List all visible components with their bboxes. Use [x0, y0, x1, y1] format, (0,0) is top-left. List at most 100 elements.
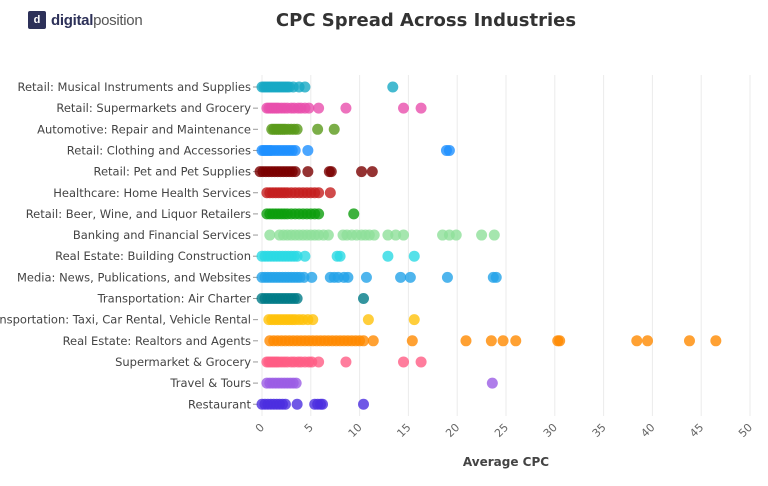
data-point [485, 335, 497, 347]
logo-brand-light: position [93, 11, 143, 29]
data-point [313, 187, 325, 199]
data-point [299, 250, 311, 262]
data-point [408, 250, 420, 262]
data-point [415, 102, 427, 114]
data-point [710, 335, 722, 347]
data-point [490, 271, 502, 283]
data-point [342, 271, 354, 283]
category-label: Retail: Clothing and Accessories [67, 143, 251, 157]
x-tick-label: 20 [443, 421, 462, 440]
data-point [322, 229, 334, 241]
data-point [313, 208, 325, 220]
data-point [313, 356, 325, 368]
data-point [290, 377, 302, 389]
data-point [368, 229, 380, 241]
data-point [298, 271, 310, 283]
data-point [408, 314, 420, 326]
category-label: Automotive: Repair and Maintenance [37, 122, 251, 136]
data-point [299, 81, 311, 93]
data-point [289, 144, 301, 156]
x-tick-label: 0 [253, 421, 267, 435]
data-point [366, 166, 378, 178]
data-point [358, 398, 370, 410]
category-label: Real Estate: Building Construction [55, 249, 251, 263]
data-point [390, 229, 402, 241]
data-point [279, 398, 291, 410]
category-label: Banking and Financial Services [73, 228, 251, 242]
data-point [510, 335, 522, 347]
data-point [683, 335, 695, 347]
category-label: Restaurant [188, 397, 251, 411]
data-point [328, 123, 340, 135]
category-label: Retail: Supermarkets and Grocery [56, 101, 251, 115]
x-axis-label: Average CPC [463, 455, 549, 469]
data-point [358, 293, 370, 304]
data-point [476, 229, 488, 241]
data-point [264, 229, 276, 241]
data-point [302, 166, 314, 178]
data-point [488, 229, 500, 241]
data-point [382, 250, 394, 262]
data-point [306, 271, 318, 283]
logo-brand-bold: digital [51, 11, 94, 29]
category-label: Real Estate: Realtors and Agents [63, 334, 251, 348]
data-point [398, 229, 410, 241]
data-point [356, 166, 368, 178]
data-point [631, 335, 643, 347]
x-tick-label: 15 [394, 421, 413, 440]
data-point [291, 123, 303, 135]
data-point [312, 123, 324, 135]
data-point [382, 229, 394, 241]
data-point [443, 144, 455, 156]
x-tick-label: 40 [638, 421, 657, 440]
data-point [358, 335, 370, 347]
data-point [302, 144, 314, 156]
data-point [340, 102, 352, 114]
data-point [334, 250, 346, 262]
category-label: Transportation: Air Charter [97, 292, 252, 306]
data-point [362, 314, 374, 326]
data-point [387, 81, 399, 93]
data-point [307, 314, 319, 326]
x-tick-label: 45 [687, 421, 706, 440]
category-label: Transportation: Taxi, Car Rental, Vehicl… [0, 313, 251, 327]
category-label: Retail: Beer, Wine, and Liquor Retailers [26, 207, 251, 221]
x-tick-label: 50 [736, 421, 755, 440]
data-point [486, 377, 498, 389]
data-point [497, 335, 509, 347]
category-label: Travel & Tours [169, 376, 251, 390]
category-label: Retail: Musical Instruments and Supplies [18, 80, 252, 94]
logo-icon: d [28, 11, 46, 29]
data-point [348, 208, 360, 220]
data-point [291, 250, 303, 262]
x-tick-label: 25 [492, 421, 511, 440]
category-label: Supermarket & Grocery [115, 355, 251, 369]
category-label: Media: News, Publications, and Websites [17, 270, 251, 284]
data-point [415, 356, 427, 368]
data-point [325, 166, 337, 178]
x-tick-label: 10 [346, 421, 365, 440]
data-point [642, 335, 654, 347]
category-label: Healthcare: Home Health Services [53, 186, 251, 200]
chart-title: CPC Spread Across Industries [275, 10, 577, 31]
x-tick-label: 30 [541, 421, 560, 440]
data-point [303, 102, 315, 114]
data-point [289, 166, 301, 178]
data-point [450, 229, 462, 241]
data-point [291, 293, 303, 304]
logo: d digitalposition [28, 11, 143, 29]
data-point [317, 398, 329, 410]
data-point [398, 356, 410, 368]
data-point [395, 271, 407, 283]
data-point [441, 271, 453, 283]
data-point [324, 187, 336, 199]
data-point [291, 398, 303, 410]
category-label: Retail: Pet and Pet Supplies [94, 165, 252, 179]
data-point [313, 102, 325, 114]
data-point [404, 271, 416, 283]
x-tick-label: 35 [590, 421, 609, 440]
x-tick-label: 5 [302, 421, 316, 435]
data-point [367, 335, 379, 347]
